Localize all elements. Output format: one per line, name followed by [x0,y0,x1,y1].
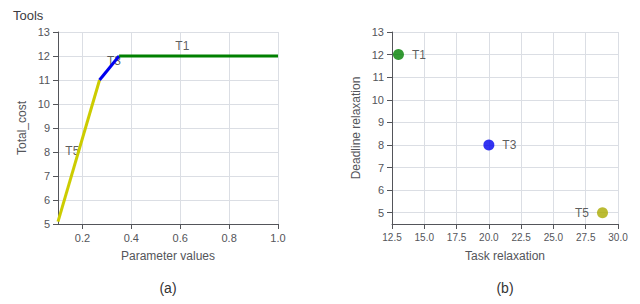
svg-text:1.0: 1.0 [270,232,285,244]
svg-text:9: 9 [378,116,384,128]
svg-text:6: 6 [378,184,384,196]
svg-text:Parameter values: Parameter values [121,249,215,263]
svg-text:Total_cost: Total_cost [15,100,29,155]
svg-text:0.2: 0.2 [75,232,90,244]
svg-text:(a): (a) [159,280,176,296]
svg-text:13: 13 [38,26,50,38]
svg-text:T3: T3 [106,53,121,68]
svg-text:Tools: Tools [13,8,44,23]
svg-text:0.6: 0.6 [173,232,188,244]
svg-text:25.0: 25.0 [544,232,564,243]
svg-text:9: 9 [44,122,50,134]
svg-text:11: 11 [39,74,50,86]
svg-text:22.5: 22.5 [511,232,531,243]
svg-text:0.8: 0.8 [221,232,236,244]
svg-text:5: 5 [378,207,384,219]
svg-text:30.0: 30.0 [608,232,628,243]
svg-text:T1: T1 [412,48,426,62]
svg-text:10: 10 [372,94,384,106]
svg-text:10: 10 [38,98,50,110]
svg-text:5: 5 [44,218,50,230]
svg-text:T3: T3 [502,138,516,152]
svg-text:20.0: 20.0 [479,232,499,243]
svg-text:T5: T5 [65,143,80,158]
svg-text:27.5: 27.5 [576,232,596,243]
svg-text:(b): (b) [496,280,513,296]
svg-text:8: 8 [378,139,384,151]
svg-text:11: 11 [373,71,384,83]
svg-text:7: 7 [378,162,384,174]
svg-text:0.4: 0.4 [124,232,139,244]
svg-text:7: 7 [44,170,50,182]
svg-text:T1: T1 [175,39,189,53]
svg-text:12: 12 [38,50,50,62]
svg-text:6: 6 [44,194,50,206]
svg-text:Deadline relaxation: Deadline relaxation [349,77,363,180]
svg-text:13: 13 [372,26,384,38]
svg-text:T5: T5 [575,206,589,220]
svg-text:17.5: 17.5 [447,232,467,243]
svg-text:8: 8 [44,146,50,158]
svg-text:15.0: 15.0 [415,232,435,243]
svg-text:12: 12 [372,49,384,61]
svg-text:12.5: 12.5 [382,232,402,243]
svg-text:Task relaxation: Task relaxation [465,249,545,263]
